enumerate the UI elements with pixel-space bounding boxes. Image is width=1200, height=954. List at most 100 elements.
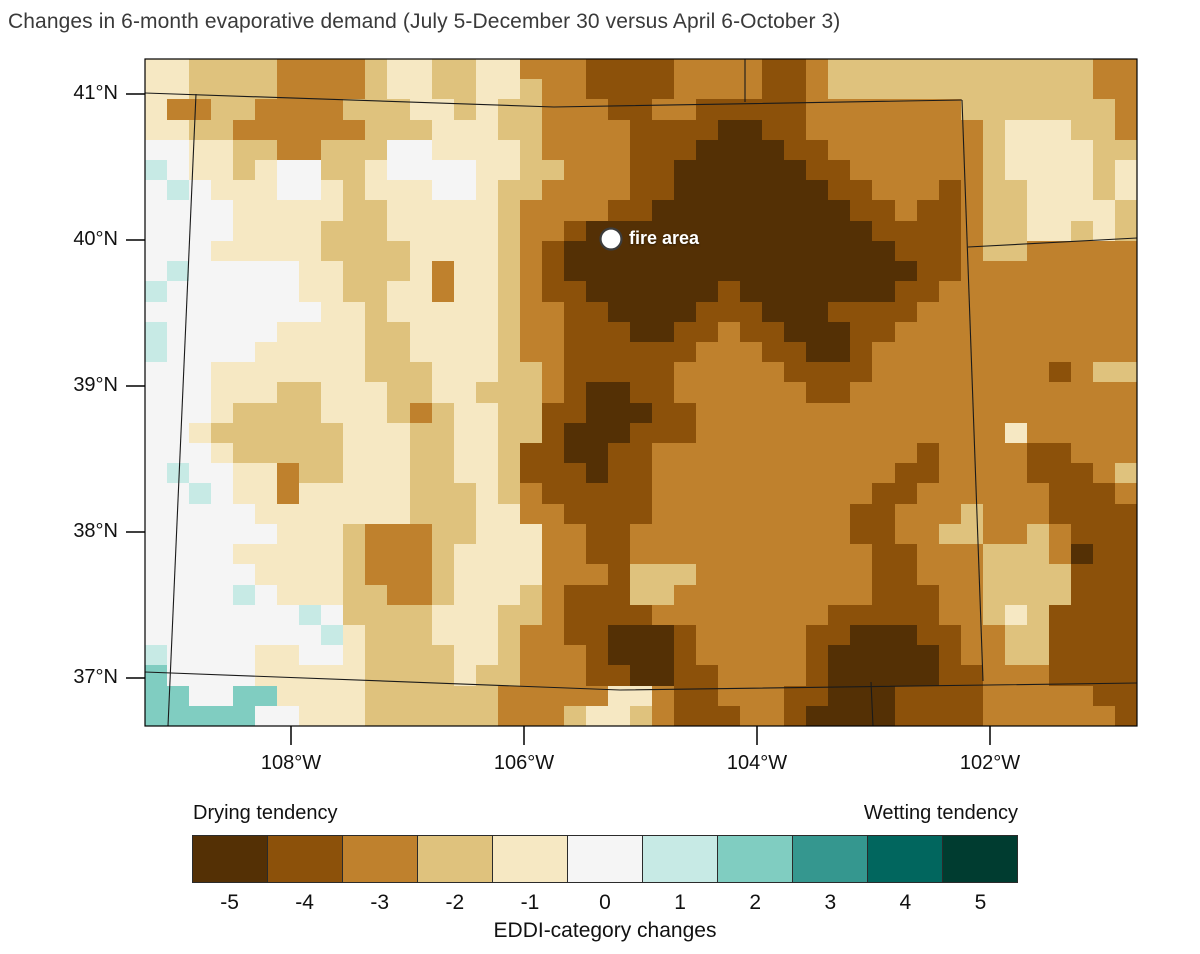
grid-cell: [607, 645, 630, 666]
grid-cell: [806, 180, 829, 201]
grid-cell: [343, 463, 366, 484]
grid-cell: [938, 382, 961, 403]
grid-cell: [585, 261, 608, 282]
grid-cell: [299, 382, 322, 403]
grid-cell: [255, 79, 278, 100]
grid-cell: [740, 139, 763, 161]
grid-cell: [894, 422, 917, 444]
grid-cell: [211, 200, 234, 221]
grid-cell: [365, 362, 388, 383]
grid-cell: [167, 180, 190, 201]
grid-cell: [828, 523, 851, 545]
grid-cell: [409, 544, 432, 565]
grid-cell: [585, 483, 608, 504]
grid-cell: [189, 200, 212, 221]
grid-cell: [850, 685, 873, 706]
grid-cell: [365, 321, 388, 342]
grid-cell: [696, 443, 719, 464]
grid-cell: [740, 281, 763, 302]
grid-cell: [233, 685, 256, 706]
grid-cell: [894, 564, 917, 585]
grid-cell: [211, 685, 234, 706]
grid-cell: [1070, 321, 1093, 342]
grid-cell: [1114, 99, 1137, 120]
grid-cell: [541, 79, 564, 100]
grid-cell: [211, 382, 234, 403]
grid-cell: [189, 99, 212, 120]
grid-cell: [255, 99, 278, 120]
grid-cell: [982, 564, 1005, 585]
grid-cell: [718, 160, 741, 181]
grid-cell: [674, 99, 697, 120]
grid-cell: [145, 463, 168, 484]
grid-cell: [828, 665, 851, 686]
grid-cell: [1026, 261, 1049, 282]
grid-cell: [497, 443, 520, 464]
grid-cell: [894, 523, 917, 545]
grid-cell: [167, 483, 190, 504]
grid-cell: [872, 422, 895, 444]
grid-cell: [387, 281, 410, 302]
grid-cell: [211, 139, 234, 161]
grid-cell: [696, 483, 719, 504]
grid-cell: [453, 139, 476, 161]
grid-cell: [938, 604, 961, 625]
grid-cell: [299, 180, 322, 201]
grid-cell: [541, 503, 564, 524]
grid-cell: [607, 220, 630, 241]
grid-cell: [1092, 523, 1115, 545]
grid-cell: [321, 463, 344, 484]
grid-cell: [343, 160, 366, 181]
grid-cell: [828, 240, 851, 262]
grid-cell: [211, 180, 234, 201]
grid-cell: [894, 665, 917, 686]
grid-cell: [255, 180, 278, 201]
grid-cell: [453, 301, 476, 322]
grid-cell: [475, 645, 498, 666]
grid-cell: [806, 422, 829, 444]
grid-cell: [409, 261, 432, 282]
grid-cell: [431, 59, 454, 80]
grid-cell: [872, 564, 895, 585]
grid-cell: [409, 240, 432, 262]
colorbar-tick-label: 1: [674, 891, 686, 914]
lat-tick-label: 41°N: [73, 82, 118, 104]
grid-cell: [1004, 503, 1027, 524]
grid-cell: [740, 503, 763, 524]
grid-cell: [299, 443, 322, 464]
grid-cell: [277, 685, 300, 706]
grid-cell: [1070, 341, 1093, 363]
grid-cell: [233, 281, 256, 302]
grid-cell: [960, 544, 983, 565]
grid-cell: [519, 240, 542, 262]
grid-cell: [1026, 59, 1049, 80]
grid-cell: [1092, 99, 1115, 120]
grid-cell: [629, 705, 653, 726]
grid-cell: [585, 240, 608, 262]
grid-cell: [718, 301, 741, 322]
grid-cell: [431, 240, 454, 262]
colorbar-axis-label: EDDI-category changes: [493, 919, 717, 942]
grid-cell: [563, 463, 586, 484]
grid-cell: [1048, 564, 1071, 585]
grid-cell: [784, 79, 807, 100]
grid-cell: [850, 79, 873, 100]
grid-cell: [916, 443, 939, 464]
grid-cell: [982, 99, 1005, 120]
grid-cell: [762, 261, 785, 282]
grid-cell: [916, 544, 939, 565]
grid-cell: [982, 59, 1005, 80]
grid-cell: [1070, 382, 1093, 403]
grid-cell: [475, 705, 498, 726]
grid-cell: [960, 422, 983, 444]
grid-cell: [872, 139, 895, 161]
grid-cell: [475, 261, 498, 282]
grid-cell: [1092, 584, 1115, 605]
grid-cell: [1048, 705, 1071, 726]
grid-cell: [894, 261, 917, 282]
grid-cell: [828, 645, 851, 666]
grid-cell: [872, 261, 895, 282]
grid-cell: [872, 99, 895, 120]
grid-cell: [167, 79, 190, 100]
grid-cell: [1092, 200, 1115, 221]
